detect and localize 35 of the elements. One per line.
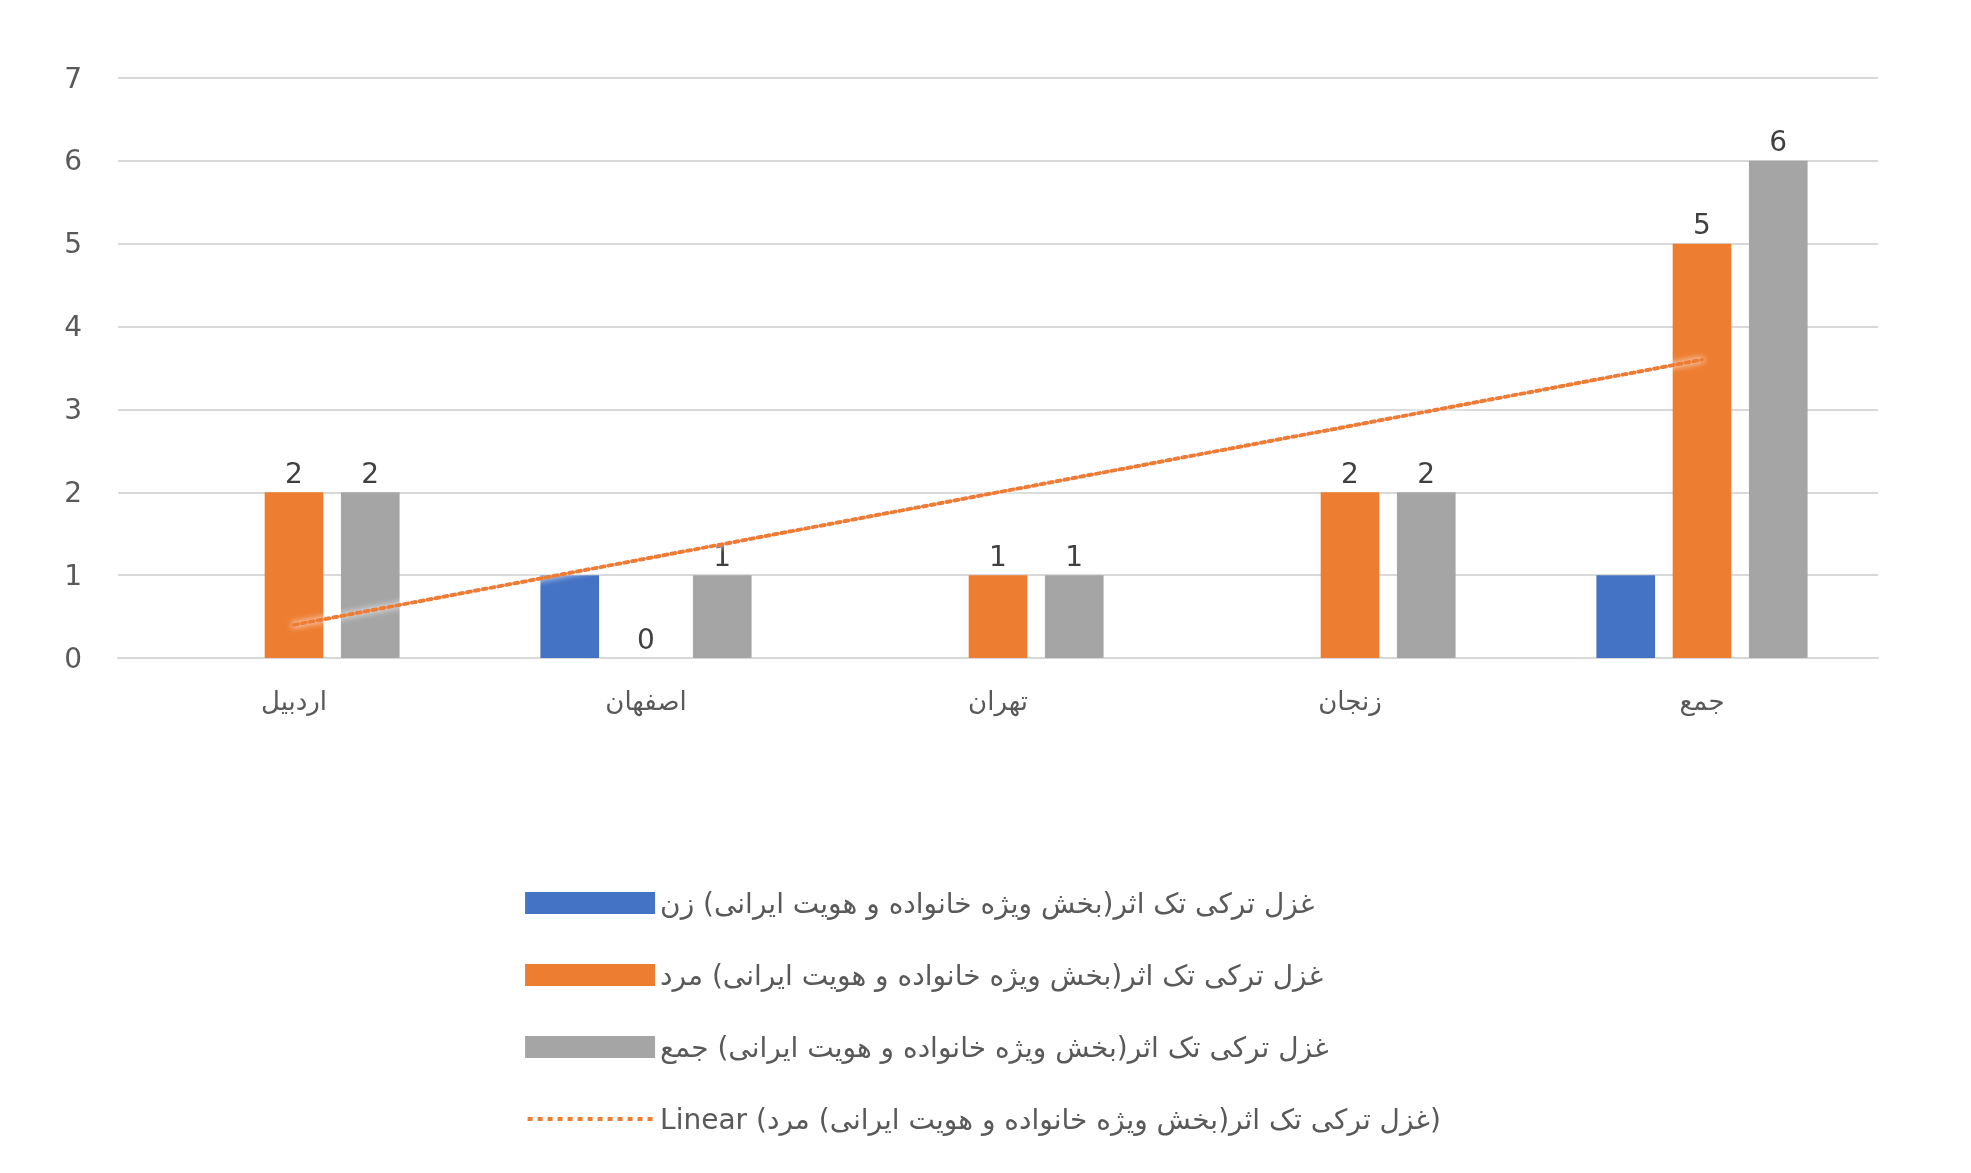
y-tick-label: 2 [64, 475, 82, 509]
legend-label: غزل ترکی تک اثر(بخش ویژه خانواده و هویت ایرانی) مرد [660, 958, 1324, 992]
legend-label: غزل ترکی تک اثر(بخش ویژه خانواده و هویت ایرانی) زن [660, 886, 1315, 920]
legend-label: غزل ترکی تک اثر(بخش ویژه خانواده و هویت ایرانی) جمع [660, 1030, 1329, 1064]
x-tick-label: تهران [968, 686, 1028, 717]
bar [1044, 575, 1104, 658]
x-tick-label: اردبیل [260, 686, 328, 716]
data-label: 2 [1341, 456, 1359, 490]
data-label: 1 [1065, 539, 1084, 573]
data-label: 2 [361, 456, 380, 490]
data-label: 5 [1693, 208, 1711, 242]
x-tick-label: جمع [1679, 686, 1725, 717]
data-label: 6 [1769, 125, 1788, 159]
data-label: 2 [285, 456, 303, 490]
bar [1748, 160, 1808, 658]
y-tick-label: 5 [64, 227, 82, 261]
x-tick-label: زنجان [1318, 686, 1382, 716]
y-tick-label: 6 [64, 144, 82, 178]
data-label: 0 [637, 622, 655, 656]
y-tick-label: 7 [64, 61, 82, 95]
data-label: 1 [989, 539, 1007, 573]
bar [340, 492, 400, 658]
bar [968, 575, 1028, 658]
data-label: 2 [1417, 456, 1436, 490]
bar [540, 575, 600, 658]
legend-label: Linear (غزل ترکی تک اثر(بخش ویژه خانواده و هویت ایرانی) مرد) [660, 1102, 1441, 1136]
bar [1320, 492, 1380, 658]
x-tick-label: اصفهان [605, 686, 687, 717]
y-tick-label: 3 [64, 392, 82, 426]
y-tick-label: 1 [64, 558, 82, 592]
y-tick-label: 4 [64, 310, 82, 344]
bar [1396, 492, 1456, 658]
bar [692, 575, 752, 658]
y-tick-label: 0 [64, 641, 82, 675]
bar [1596, 575, 1656, 658]
